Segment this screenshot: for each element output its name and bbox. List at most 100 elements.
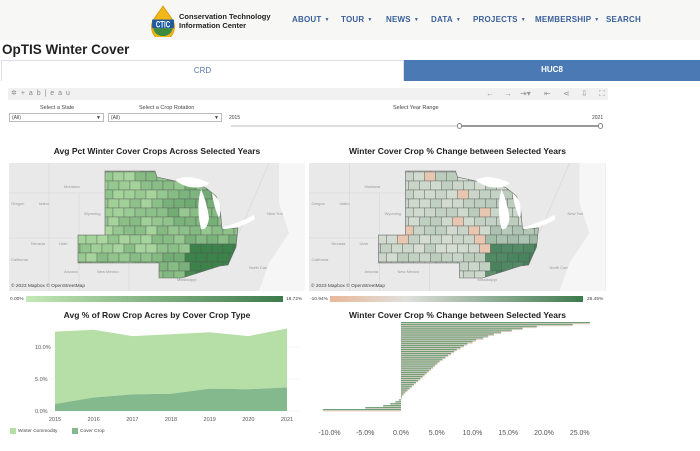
revert-icon[interactable]: ⇥▾ <box>520 89 531 98</box>
huc-region <box>233 171 238 182</box>
nav-tour[interactable]: TOUR ▼ <box>341 15 373 24</box>
huc-region <box>365 199 376 208</box>
nav-news[interactable]: NEWS ▼ <box>386 15 419 24</box>
huc-region <box>408 216 420 227</box>
right-map-title: Winter Cover Crop % Change between Selec… <box>348 146 567 156</box>
huc-region <box>86 289 97 291</box>
huc-region <box>140 180 153 191</box>
huc-region <box>419 234 431 245</box>
huc-region <box>507 234 519 245</box>
huc-region <box>96 252 109 263</box>
state-select[interactable]: (All) ▼ <box>9 113 104 122</box>
ctic-logo[interactable]: CTIC <box>148 5 178 37</box>
huc-region <box>123 243 136 254</box>
huc-region <box>167 225 180 236</box>
share-icon[interactable]: ⋖ <box>563 89 570 98</box>
redo-icon[interactable]: → <box>504 89 512 98</box>
tab-huc8[interactable]: HUC8 <box>404 60 700 81</box>
huc-region <box>206 270 219 278</box>
huc-region <box>397 171 409 173</box>
huc-region <box>464 289 475 291</box>
huc-region <box>96 180 109 191</box>
huc-region <box>413 171 425 182</box>
huc-region <box>107 171 120 173</box>
huc-region <box>78 243 81 254</box>
huc-region <box>518 216 530 227</box>
place-label: Arizona <box>365 269 379 274</box>
year-start-handle[interactable] <box>457 123 462 129</box>
huc-region <box>452 171 464 173</box>
huc-region <box>107 252 120 263</box>
huc-region <box>207 289 218 291</box>
map-attribution: © 2023 Mapbox © OpenStreetMap <box>311 284 386 289</box>
year-end-handle[interactable] <box>598 123 603 129</box>
fullscreen-icon[interactable]: ⛶ <box>599 89 605 98</box>
huc-region <box>457 207 469 218</box>
huc-region <box>222 243 235 254</box>
nav-projects[interactable]: PROJECTS ▼ <box>473 15 526 24</box>
huc-region <box>151 180 164 191</box>
huc-region <box>378 207 381 218</box>
place-label: New York <box>267 211 284 216</box>
rotation-select[interactable]: (All) ▼ <box>108 113 222 122</box>
huc-region <box>397 180 409 191</box>
area-chart-title: Avg % of Row Crop Acres by Cover Crop Ty… <box>63 310 251 320</box>
huc-region <box>523 207 535 218</box>
huc-region <box>129 234 142 245</box>
huc-region <box>200 261 213 272</box>
reset-icon[interactable]: ⇤ <box>544 89 551 98</box>
lake-huron <box>512 193 521 218</box>
huc-region <box>463 171 475 173</box>
huc-region <box>233 261 238 272</box>
nav-membership[interactable]: MEMBERSHIP ▼ <box>535 15 600 24</box>
huc-region <box>90 225 103 236</box>
huc-region <box>145 207 158 218</box>
huc-region <box>447 280 458 289</box>
nav-search[interactable]: SEARCH <box>606 15 641 24</box>
change-map[interactable]: Montana Idaho Wyoming Nevada Utah Arizona New … <box>309 162 606 291</box>
huc-region <box>446 171 458 182</box>
huc-region <box>206 234 219 245</box>
bar <box>401 378 421 381</box>
huc-region <box>152 289 163 291</box>
bar <box>322 409 401 412</box>
huc-region <box>79 243 92 254</box>
bar <box>401 372 427 375</box>
x-tick-label: 5.0% <box>429 430 445 437</box>
winter-cover-map[interactable]: Montana Idaho Wyoming Nevada Utah Arizona New … <box>9 162 305 291</box>
huc-region <box>534 207 539 218</box>
bar <box>401 335 489 338</box>
huc-region <box>156 189 169 200</box>
bar <box>401 389 408 392</box>
nav-about[interactable]: ABOUT ▼ <box>292 15 330 24</box>
huc-region <box>408 234 420 245</box>
huc-region <box>145 243 158 254</box>
huc-region <box>435 225 447 236</box>
tableau-toolbar: ✲ + a b | e a u ← → ⇥▾ ⇤ ⋖ ⇩ ⛶ <box>8 88 608 100</box>
download-icon[interactable]: ⇩ <box>581 89 588 98</box>
huc-region <box>185 289 196 291</box>
undo-icon[interactable]: ← <box>486 89 494 98</box>
huc-region <box>64 253 75 262</box>
bar <box>395 401 401 404</box>
nav-data[interactable]: DATA ▼ <box>431 15 461 24</box>
bar <box>401 354 449 358</box>
huc-region <box>78 225 81 236</box>
huc-region <box>184 216 197 227</box>
huc-region <box>173 252 186 263</box>
huc-region <box>64 199 75 208</box>
huc-region <box>468 261 480 272</box>
huc-region <box>391 225 403 236</box>
year-range-track[interactable] <box>231 123 603 129</box>
huc-region <box>107 198 120 209</box>
x-tick-label: 2016 <box>88 417 100 423</box>
huc-region <box>101 225 114 236</box>
huc-region <box>162 198 175 209</box>
legend-right-max: 26.45% <box>587 297 604 302</box>
tab-crd[interactable]: CRD <box>1 60 404 81</box>
bar <box>401 380 419 383</box>
huc-region <box>135 280 146 289</box>
huc-region <box>413 243 425 254</box>
huc-region <box>151 234 164 245</box>
ocean <box>259 163 305 291</box>
